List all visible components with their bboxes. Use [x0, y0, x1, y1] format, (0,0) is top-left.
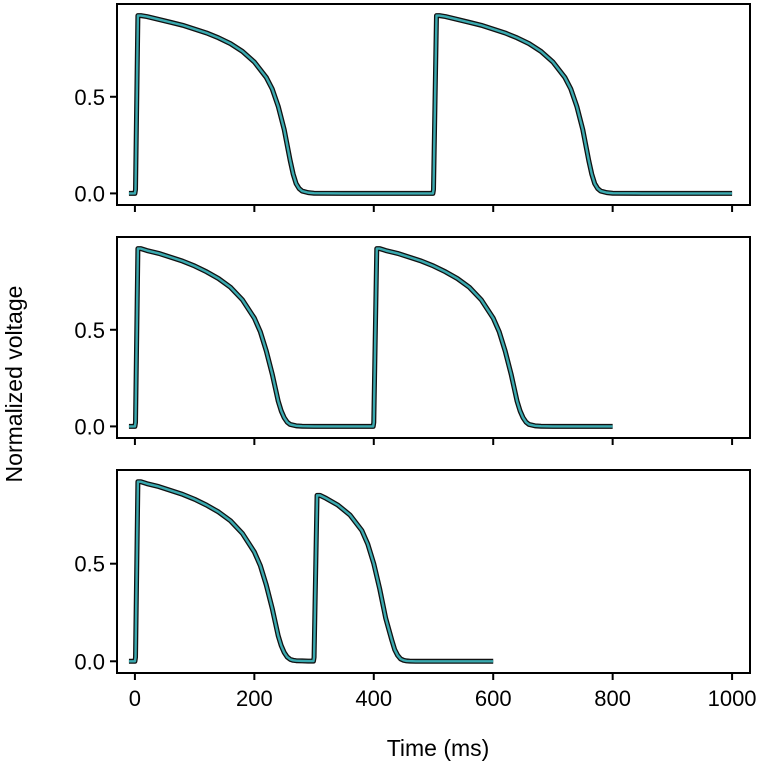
x-tick-label: 200 [236, 686, 273, 711]
y-axis-label: Normalized voltage [1, 286, 27, 483]
y-tick-label: 0.0 [74, 649, 105, 674]
x-tick-label: 1000 [708, 686, 757, 711]
x-tick-label: 0 [129, 686, 141, 711]
x-tick-label: 600 [475, 686, 512, 711]
series-line [128, 480, 494, 663]
y-tick-label: 0.0 [74, 414, 105, 439]
y-tick-label: 0.5 [74, 318, 105, 343]
x-tick-label: 800 [594, 686, 631, 711]
axes-frame [116, 3, 751, 206]
y-tick-label: 0.0 [74, 181, 105, 206]
series-line [128, 14, 733, 195]
series-line-outline [128, 13, 733, 196]
axes-frame [116, 469, 751, 674]
series-line [128, 247, 613, 428]
series-line-outline [128, 479, 494, 664]
axes-frame [116, 236, 751, 439]
panel-middle: 0.0 0.5 [74, 236, 751, 445]
panel-top: 0.0 0.5 [74, 3, 751, 212]
panel-bottom: 0.0 0.5 0 200 400 600 800 1000 [74, 469, 757, 711]
x-tick-label: 400 [355, 686, 392, 711]
y-tick-label: 0.5 [74, 552, 105, 577]
series-line-outline [128, 246, 613, 429]
x-axis-label: Time (ms) [387, 735, 490, 761]
y-tick-label: 0.5 [74, 85, 105, 110]
